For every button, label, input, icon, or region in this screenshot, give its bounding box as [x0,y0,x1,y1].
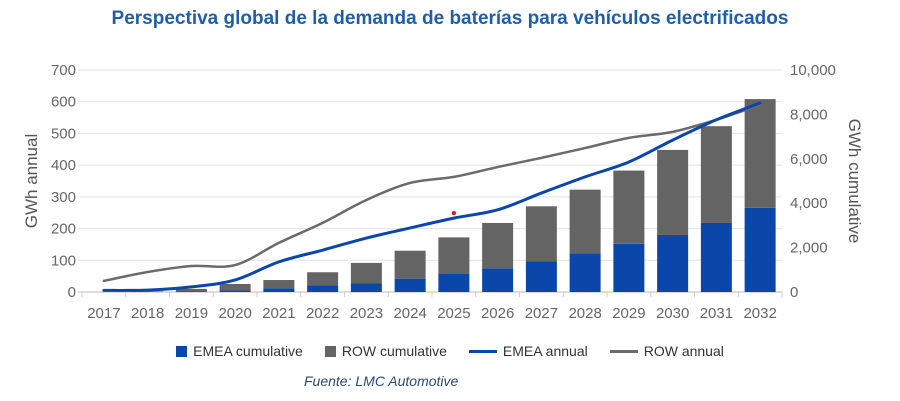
x-tick-label: 2022 [306,305,339,322]
x-tick-label: 2031 [700,305,733,322]
bar-row-cumulative-2027 [525,206,557,262]
bar-emea-cumulative-2021 [263,288,295,292]
x-tick-label: 2025 [437,305,470,322]
bar-emea-cumulative-2024 [394,278,426,292]
legend: EMEA cumulative ROW cumulative EMEA annu… [0,343,900,359]
x-tick-label: 2026 [481,305,514,322]
y-right-tick-label: 4,000 [790,195,828,212]
bar-row-cumulative-2021 [263,280,295,289]
x-tick-label: 2017 [87,305,120,322]
x-tick-label: 2023 [350,305,383,322]
bar-row-cumulative-2020 [219,284,251,291]
legend-label: ROW cumulative [341,343,447,359]
x-tick-label: 2028 [568,305,601,322]
legend-item-row-annual: ROW annual [609,343,724,359]
y-axis-left-label: GWh annual [22,134,41,229]
x-tick-label: 2030 [656,305,689,322]
legend-item-emea-cumulative: EMEA cumulative [176,343,303,359]
x-tick-label: 2019 [175,305,208,322]
legend-label: EMEA annual [502,343,588,359]
y-right-tick-label: 0 [790,284,798,301]
bar-emea-cumulative-2032 [744,207,776,292]
bar-emea-cumulative-2029 [613,243,645,292]
bar-row-cumulative-2024 [394,250,426,279]
bar-emea-cumulative-2028 [569,253,601,292]
y-left-tick-label: 700 [51,62,76,79]
tick-labels: 0 100 200 300 400 500 600 700 0 2,000 4,000 6,000 8,… [51,62,836,322]
bar-row-cumulative-2030 [657,149,689,235]
y-left-tick-label: 100 [51,252,76,269]
bar-emea-cumulative-2022 [307,285,339,292]
y-right-tick-label: 8,000 [790,106,828,123]
y-left-tick-label: 400 [51,157,76,174]
bars [132,99,776,292]
legend-label: EMEA cumulative [193,343,303,359]
bar-emea-cumulative-2025 [438,274,470,292]
bar-emea-cumulative-2023 [350,283,382,292]
legend-swatch [324,345,336,357]
bar-row-cumulative-2026 [482,222,514,269]
x-tick-label: 2021 [262,305,295,322]
y-left-tick-label: 500 [51,125,76,142]
y-right-tick-label: 2,000 [790,240,828,257]
bar-emea-cumulative-2027 [525,261,557,292]
bar-emea-cumulative-2026 [482,268,514,292]
x-tick-label: 2020 [218,305,251,322]
bar-row-cumulative-2022 [307,272,339,286]
legend-item-row-cumulative: ROW cumulative [324,343,447,359]
y-axis-right-label: GWh cumulative [845,119,864,244]
line-row-annual [102,103,762,283]
bar-row-cumulative-2028 [569,189,601,254]
x-tick-label: 2018 [131,305,164,322]
y-left-tick-label: 0 [68,284,76,301]
bar-row-cumulative-2025 [438,237,470,275]
lines [102,101,762,292]
x-tick-label: 2027 [525,305,558,322]
legend-swatch [176,345,188,357]
bar-row-cumulative-2032 [744,99,776,208]
bar-row-cumulative-2031 [700,126,732,223]
red-marker-dot [451,210,457,216]
x-tick-label: 2024 [393,305,426,322]
bar-row-cumulative-2023 [350,262,382,284]
legend-label: ROW annual [643,343,724,359]
y-left-tick-label: 300 [51,189,76,206]
bar-row-cumulative-2029 [613,170,645,244]
legend-line [609,349,638,353]
bar-emea-cumulative-2019 [175,291,207,292]
line-emea-annual [102,101,762,292]
y-right-tick-label: 10,000 [790,62,836,79]
bar-emea-cumulative-2030 [657,234,689,292]
y-left-tick-label: 200 [51,221,76,238]
bar-emea-cumulative-2031 [700,222,732,292]
legend-line [468,349,497,353]
bar-emea-cumulative-2020 [219,290,251,292]
x-tick-label: 2029 [612,305,645,322]
x-tick-label: 2032 [743,305,776,322]
chart-title: Perspectiva global de la demanda de bate… [111,8,789,29]
y-right-tick-label: 6,000 [790,151,828,168]
legend-item-emea-annual: EMEA annual [468,343,588,359]
source-note: Fuente: LMC Automotive [304,373,459,389]
bar-row-cumulative-2019 [175,288,207,292]
y-left-tick-label: 600 [51,94,76,111]
